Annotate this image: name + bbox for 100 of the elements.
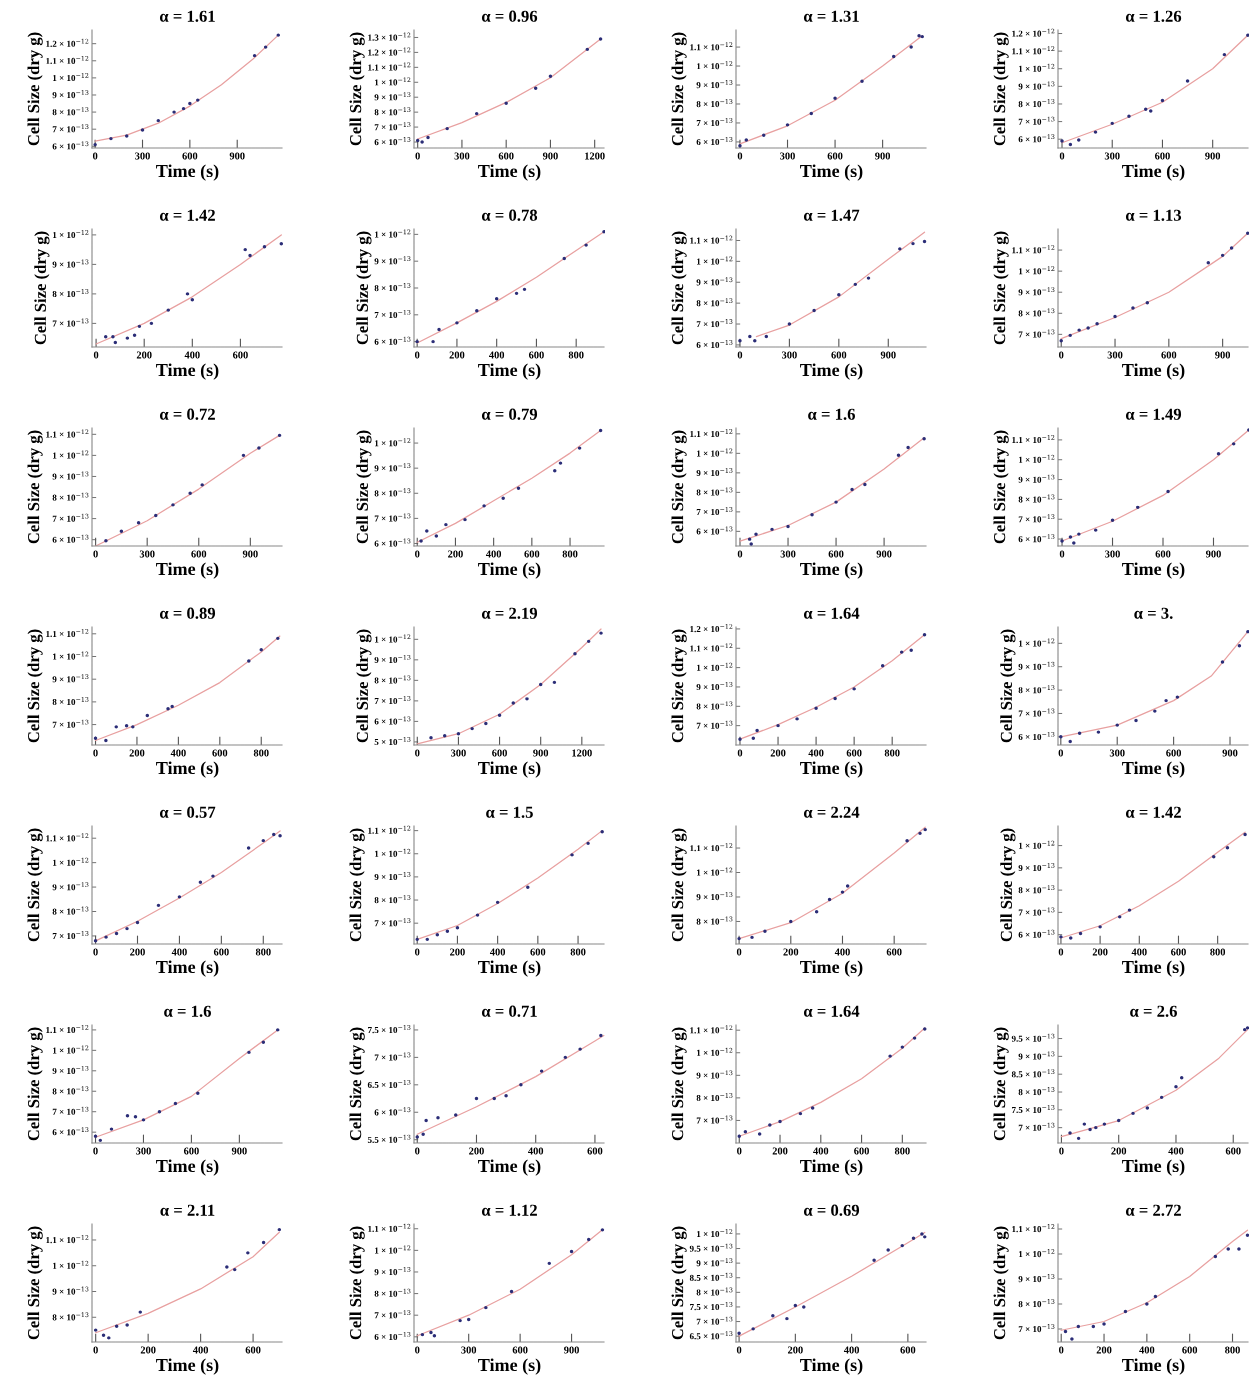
y-tick-label: 8.5 × 10$^{−13}$ xyxy=(689,1272,733,1281)
y-tick-label: 9 × 10$^{−13}$ xyxy=(374,872,411,881)
y-tick-label: 1.1 × 10$^{−12}$ xyxy=(690,843,733,852)
x-tick-label: 0 xyxy=(93,1346,98,1354)
chart-title: α = 1.47 xyxy=(803,209,860,221)
x-axis-title: Time (s) xyxy=(800,1358,863,1375)
y-tick-label: 9 × 10$^{−13}$ xyxy=(1018,474,1055,483)
x-tick-label: 600 xyxy=(232,351,248,359)
y-tick-label: 8 × 10$^{−13}$ xyxy=(52,492,89,501)
chart-title: α = 0.89 xyxy=(159,607,216,619)
y-tick-label: 1 × 10$^{−12}$ xyxy=(375,229,411,238)
y-tick-label: 8 × 10$^{−13}$ xyxy=(374,488,411,497)
y-tick-label: 1.1 × 10$^{−12}$ xyxy=(690,42,733,51)
y-tick-label: 1.1 × 10$^{−12}$ xyxy=(690,643,733,652)
y-tick-label: 1.2 × 10$^{−12}$ xyxy=(1012,28,1055,37)
x-tick-label: 300 xyxy=(454,152,470,160)
y-tick-label: 7 × 10$^{−13}$ xyxy=(696,319,733,328)
y-axis-title: Cell Size (dry g) xyxy=(993,231,1009,345)
y-tick-label: 1 × 10$^{−12}$ xyxy=(375,634,411,643)
y-axis-title: Cell Size (dry g) xyxy=(671,1027,687,1141)
y-tick-label: 8 × 10$^{−13}$ xyxy=(52,1312,89,1321)
chart-title: α = 2.24 xyxy=(803,806,860,818)
y-tick-label: 1 × 10$^{−12}$ xyxy=(375,77,411,86)
y-tick-label: 1 × 10$^{−12}$ xyxy=(697,448,733,457)
y-tick-label: 9 × 10$^{−13}$ xyxy=(696,1258,733,1267)
y-tick-label: 7.5 × 10$^{−13}$ xyxy=(368,1025,411,1034)
chart-title: α = 0.78 xyxy=(481,209,538,221)
x-tick-label: 1200 xyxy=(585,152,605,160)
y-tick-label: 8 × 10$^{−13}$ xyxy=(696,1287,733,1296)
x-tick-label: 600 xyxy=(245,1346,261,1354)
y-tick-label: 9 × 10$^{−13}$ xyxy=(1018,1051,1055,1060)
y-tick-label: 6 × 10$^{−13}$ xyxy=(52,534,89,543)
x-axis-title: Time (s) xyxy=(156,1159,219,1176)
line-series xyxy=(94,635,281,742)
x-axis-title: Time (s) xyxy=(478,562,541,579)
y-tick-label: 9 × 10$^{−13}$ xyxy=(52,674,89,683)
x-tick-label: 600 xyxy=(182,152,198,160)
y-tick-label: 8 × 10$^{−13}$ xyxy=(52,289,89,298)
y-axis-title: Cell Size (dry g) xyxy=(27,828,43,942)
x-tick-label: 900 xyxy=(1205,550,1221,558)
y-tick-label: 9 × 10$^{−13}$ xyxy=(374,463,411,472)
x-tick-label: 900 xyxy=(880,351,896,359)
y-tick-label: 7 × 10$^{−13}$ xyxy=(696,506,733,516)
y-tick-label: 6.5 × 10$^{−13}$ xyxy=(689,1331,733,1340)
chart-title: α = 0.96 xyxy=(481,10,538,22)
x-tick-label: 0 xyxy=(1059,351,1064,359)
x-tick-label: 200 xyxy=(449,351,465,359)
x-tick-label: 200 xyxy=(1096,1346,1112,1354)
x-tick-label: 200 xyxy=(770,749,786,757)
x-tick-label: 200 xyxy=(1111,1147,1127,1155)
y-tick-label: 6 × 10$^{−13}$ xyxy=(1018,534,1055,543)
y-tick-label: 7 × 10$^{−13}$ xyxy=(696,118,733,127)
y-axis-title: Cell Size (dry g) xyxy=(993,1226,1009,1340)
y-tick-label: 1.3 × 10$^{−12}$ xyxy=(368,32,411,41)
x-tick-label: 600 xyxy=(1161,351,1177,359)
y-tick-label: 8 × 10$^{−13}$ xyxy=(696,298,733,307)
x-tick-label: 0 xyxy=(414,351,420,359)
y-tick-label: 8 × 10$^{−13}$ xyxy=(1018,1087,1055,1096)
y-tick-label: 1.2 × 10$^{−12}$ xyxy=(690,624,733,633)
y-axis-title: Cell Size (dry g) xyxy=(993,32,1009,146)
y-tick-label: 1 × 10$^{−12}$ xyxy=(375,1245,411,1254)
x-tick-label: 900 xyxy=(1215,351,1231,359)
x-tick-label: 600 xyxy=(524,550,540,558)
y-tick-label: 9 × 10$^{−13}$ xyxy=(1018,81,1055,90)
x-tick-label: 200 xyxy=(772,1147,788,1155)
x-tick-label: 0 xyxy=(1058,948,1064,956)
x-tick-label: 600 xyxy=(900,1346,916,1354)
x-tick-label: 200 xyxy=(140,1346,156,1354)
y-tick-label: 1.1 × 10$^{−12}$ xyxy=(1012,46,1055,55)
x-tick-label: 400 xyxy=(170,749,186,757)
line-series xyxy=(416,231,605,344)
y-tick-label: 8 × 10$^{−13}$ xyxy=(1018,685,1055,694)
y-tick-label: 1 × 10$^{−12}$ xyxy=(1019,840,1055,849)
y-tick-label: 9 × 10$^{−13}$ xyxy=(52,259,89,268)
x-tick-label: 600 xyxy=(828,550,844,558)
line-series xyxy=(95,234,282,345)
y-tick-label: 6 × 10$^{−13}$ xyxy=(696,340,733,349)
x-tick-label: 0 xyxy=(415,1346,420,1354)
y-tick-label: 1 × 10$^{−12}$ xyxy=(53,1045,89,1054)
x-tick-label: 600 xyxy=(854,1147,869,1155)
y-tick-label: 7 × 10$^{−13}$ xyxy=(1018,708,1055,717)
x-tick-label: 400 xyxy=(489,948,506,956)
x-tick-label: 200 xyxy=(783,948,799,956)
y-tick-label: 7 × 10$^{−13}$ xyxy=(374,1052,411,1061)
x-tick-label: 0 xyxy=(736,1346,742,1354)
x-tick-label: 1200 xyxy=(572,749,592,757)
line-series xyxy=(739,634,926,740)
y-tick-label: 1 × 10$^{−12}$ xyxy=(53,450,89,459)
x-tick-label: 200 xyxy=(1092,948,1108,956)
y-tick-label: 8 × 10$^{−13}$ xyxy=(374,675,411,684)
y-tick-label: 1.1 × 10$^{−12}$ xyxy=(690,428,733,438)
y-tick-label: 1 × 10$^{−12}$ xyxy=(697,256,733,265)
x-tick-label: 600 xyxy=(587,1147,603,1155)
y-tick-label: 1 × 10$^{−12}$ xyxy=(1019,63,1055,72)
x-tick-label: 600 xyxy=(212,749,228,757)
x-axis-title: Time (s) xyxy=(1122,363,1185,380)
line-series xyxy=(738,826,926,940)
y-tick-label: 7 × 10$^{−13}$ xyxy=(696,720,733,729)
y-axis-title: Cell Size (dry g) xyxy=(671,629,687,743)
x-tick-label: 0 xyxy=(1058,749,1064,757)
